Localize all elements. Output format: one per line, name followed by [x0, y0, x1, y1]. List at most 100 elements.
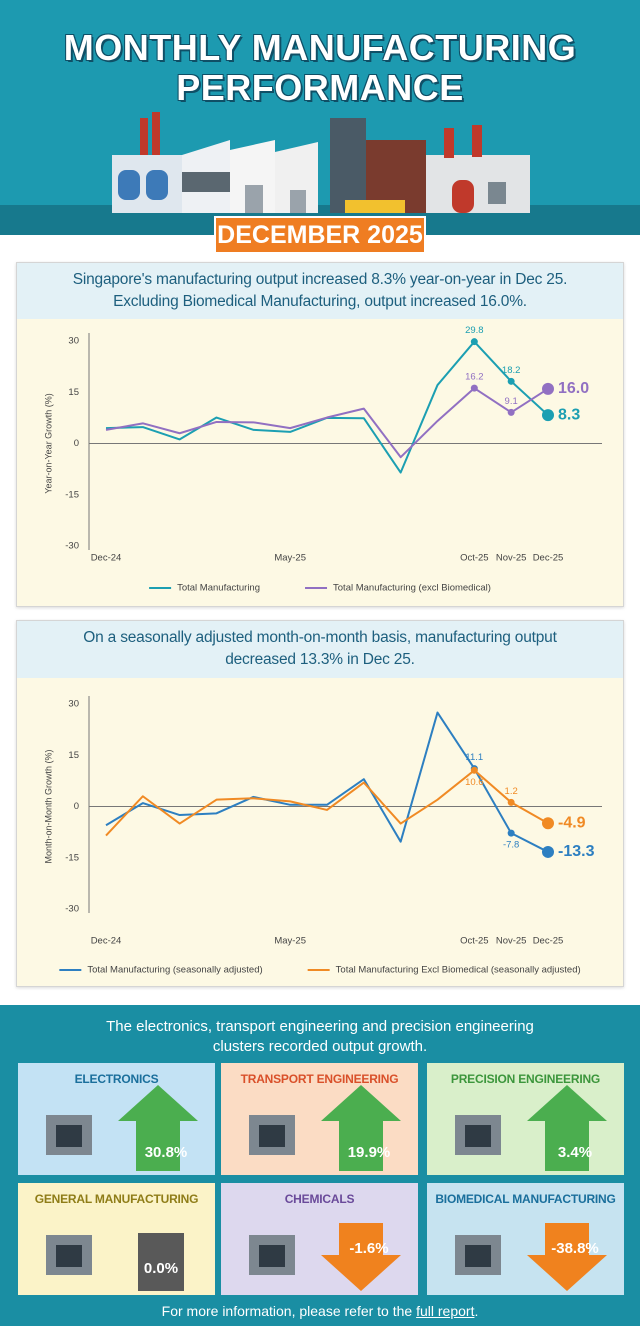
title-line: MONTHLY MANUFACTURING	[63, 27, 577, 68]
trend-flat	[138, 1233, 184, 1291]
cluster-graphic: 30.8%	[46, 1085, 198, 1171]
x-tick-label: May-25	[274, 553, 306, 564]
y-tick-label: 30	[68, 699, 79, 710]
value-label: 11.1	[465, 752, 483, 763]
x-tick-label: Dec-25	[533, 553, 564, 564]
cluster-value: 0.0%	[144, 1260, 178, 1277]
icon	[465, 1245, 491, 1267]
cluster-tile: ELECTRONICS 30.8%	[18, 1063, 215, 1175]
footer-link[interactable]: full report	[416, 1303, 475, 1319]
cluster-graphic: 3.4%	[455, 1085, 607, 1171]
trend-arrow	[118, 1085, 198, 1171]
cluster-tile: CHEMICALS -1.6%	[221, 1183, 418, 1295]
value-label: 29.8	[465, 325, 484, 336]
title-line: On a seasonally adjusted month-on-month …	[83, 629, 557, 646]
cluster-name: BIOMEDICAL MANUFACTURING	[435, 1192, 616, 1206]
chart-panel: On a seasonally adjusted month-on-month …	[16, 620, 624, 987]
x-tick-label: Oct-25	[460, 553, 489, 564]
cluster-tile: PRECISION ENGINEERING 3.4%	[427, 1063, 624, 1175]
trend-arrow	[527, 1223, 607, 1291]
chart: -30 -15 0 15 30 Year-on-Year Growth (%) Dec-24…	[43, 325, 602, 594]
icon	[56, 1245, 82, 1267]
x-tick-label: Dec-24	[91, 936, 122, 947]
legend-label: Total Manufacturing	[177, 583, 260, 594]
cluster-value: 30.8%	[145, 1144, 188, 1161]
x-tick-label: Nov-25	[496, 936, 527, 947]
point	[542, 409, 554, 422]
value-label: 16.2	[465, 372, 484, 383]
y-tick-label: -15	[65, 852, 79, 863]
y-tick-label: -15	[65, 489, 79, 500]
value-label: -7.8	[503, 840, 519, 851]
chart-title: On a seasonally adjusted month-on-month …	[17, 621, 623, 678]
value-label: 18.2	[502, 365, 521, 376]
x-tick-label: Dec-25	[533, 936, 564, 947]
header-bg	[0, 0, 640, 208]
title-line: The electronics, transport engineering a…	[106, 1018, 534, 1035]
footer: For more information, please refer to th…	[0, 1303, 640, 1319]
title-line: Excluding Biomedical Manufacturing, outp…	[113, 293, 527, 310]
point	[542, 845, 554, 858]
point	[542, 817, 554, 830]
legend-label: Total Manufacturing Excl Biomedical (sea…	[336, 965, 581, 976]
cluster-tile: TRANSPORT ENGINEERING 19.9%	[221, 1063, 418, 1175]
value-label: 10.6	[465, 777, 484, 788]
legend-label: Total Manufacturing (excl Biomedical)	[333, 583, 491, 594]
x-tick-label: Nov-25	[496, 553, 527, 564]
y-tick-label: 30	[68, 336, 79, 347]
point	[507, 408, 515, 416]
trend-arrow	[321, 1085, 401, 1171]
cluster-name: GENERAL MANUFACTURING	[34, 1192, 199, 1206]
cluster-graphic: 19.9%	[249, 1085, 401, 1171]
value-label: -4.9	[558, 814, 586, 831]
y-tick-label: -30	[65, 541, 79, 552]
chart-panel: Singapore's manufacturing output increas…	[16, 262, 624, 607]
month-banner: DECEMBER 2025	[214, 216, 426, 254]
cluster-tile: BIOMEDICAL MANUFACTURING -38.8%	[427, 1183, 624, 1295]
value-label: 9.1	[505, 396, 518, 407]
trend-arrow	[321, 1223, 401, 1291]
cluster-name: ELECTRONICS	[74, 1072, 159, 1086]
cluster-value: -38.8%	[551, 1240, 599, 1257]
y-axis-title: Month-on-Month Growth (%)	[43, 749, 53, 863]
trend-arrow	[527, 1085, 607, 1171]
cluster-name: TRANSPORT ENGINEERING	[240, 1072, 399, 1086]
y-axis-title: Year-on-Year Growth (%)	[43, 393, 53, 493]
title-line: clusters recorded output growth.	[212, 1038, 428, 1055]
value-label: 16.0	[558, 380, 589, 397]
x-tick-label: Dec-24	[91, 553, 122, 564]
cluster-name: PRECISION ENGINEERING	[450, 1072, 601, 1086]
x-tick-label: Oct-25	[460, 936, 489, 947]
chart-title: Singapore's manufacturing output increas…	[17, 263, 623, 319]
clusters-title: The electronics, transport engineering a…	[0, 1017, 640, 1057]
point	[507, 798, 515, 806]
cluster-value: 3.4%	[558, 1144, 592, 1161]
value-label: 1.2	[505, 786, 518, 797]
cluster-value: 19.9%	[348, 1144, 391, 1161]
title-line: Singapore's manufacturing output increas…	[72, 271, 568, 288]
value-label: 8.3	[558, 406, 580, 423]
cluster-graphic: -1.6%	[249, 1223, 401, 1291]
point	[507, 377, 515, 385]
icon	[465, 1125, 491, 1147]
cluster-value: -1.6%	[349, 1240, 388, 1257]
chart: -30 -15 0 15 30 Month-on-Month Growth (%) Dec-…	[43, 696, 602, 976]
y-tick-label: 0	[74, 801, 79, 812]
x-tick-label: May-25	[274, 936, 306, 947]
cluster-tile: GENERAL MANUFACTURING 0.0%	[18, 1183, 215, 1295]
title-line: PERFORMANCE	[176, 67, 464, 108]
value-label: -13.3	[558, 843, 595, 860]
footer-text: For more information, please refer to th…	[161, 1303, 413, 1319]
icon	[259, 1245, 285, 1267]
factory-illustration	[112, 112, 530, 213]
point	[470, 384, 478, 392]
cluster-graphic: 0.0%	[46, 1233, 184, 1291]
title-line: decreased 13.3% in Dec 25.	[225, 651, 415, 668]
point	[542, 382, 554, 395]
line	[105, 340, 549, 474]
legend-label: Total Manufacturing (seasonally adjusted…	[87, 965, 262, 976]
y-tick-label: 15	[68, 387, 79, 398]
y-tick-label: 0	[74, 438, 79, 449]
y-tick-label: -30	[65, 904, 79, 915]
